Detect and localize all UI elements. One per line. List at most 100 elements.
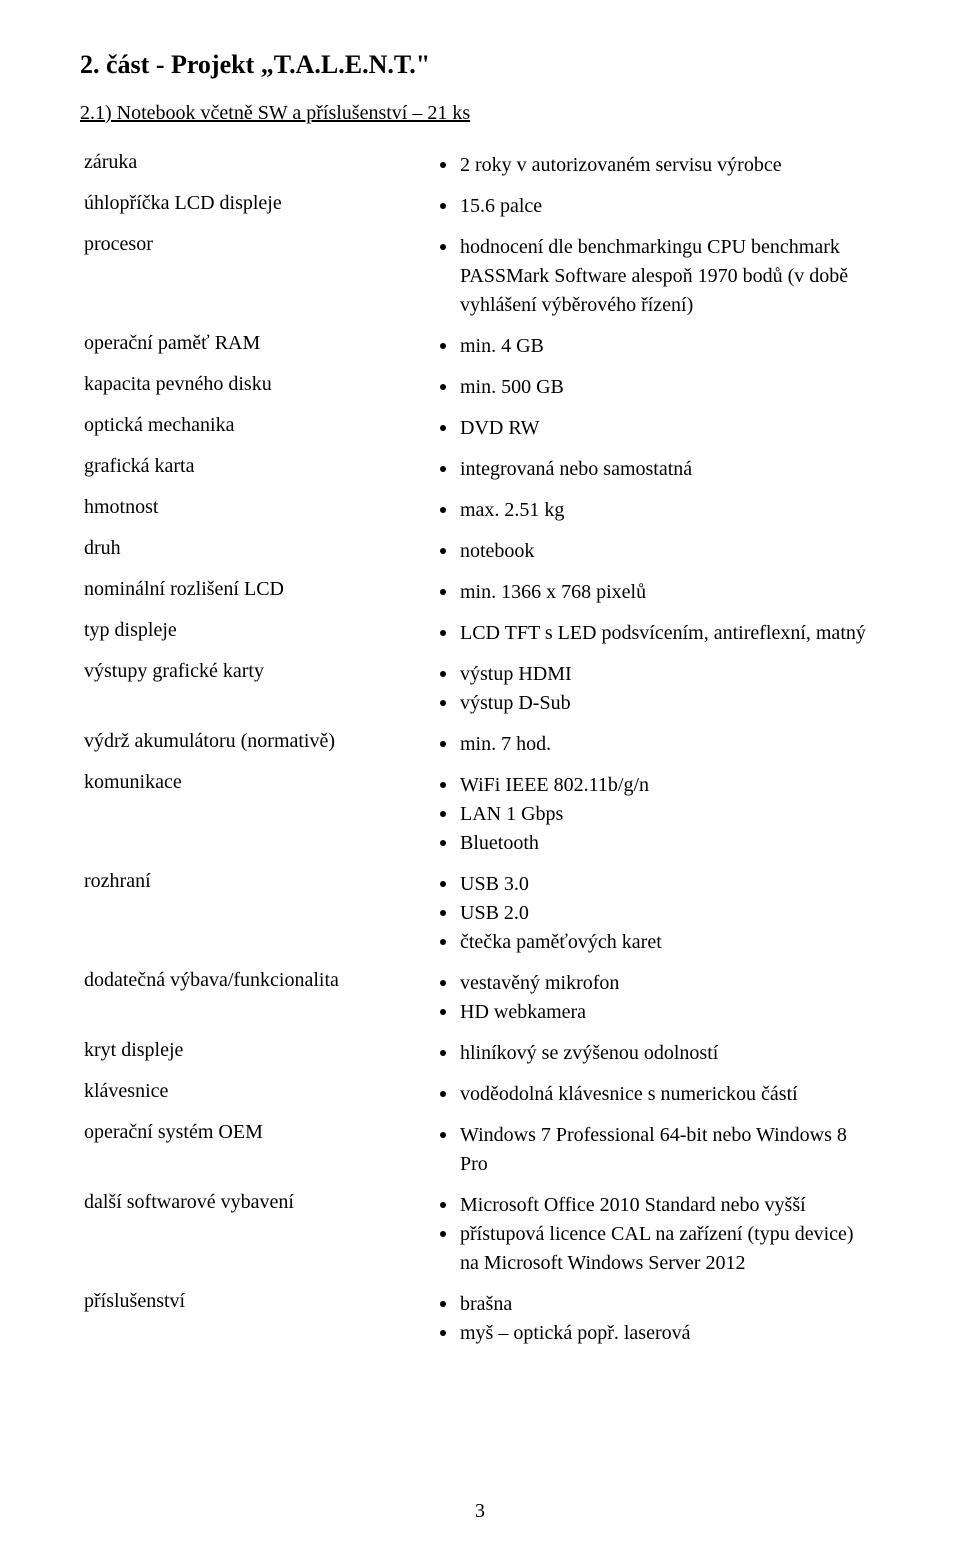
spec-value: LCD TFT s LED podsvícením, antireflexní,…: [432, 613, 880, 654]
subsection-heading: 2.1) Notebook včetně SW a příslušenství …: [80, 102, 880, 125]
value-list: brašnamyš – optická popř. laserová: [436, 1290, 876, 1348]
value-item: hliníkový se zvýšenou odolností: [436, 1039, 876, 1068]
value-item: integrovaná nebo samostatná: [436, 455, 876, 484]
value-item: přístupová licence CAL na zařízení (typu…: [436, 1220, 876, 1278]
spec-label: další softwarové vybavení: [80, 1185, 432, 1284]
value-list: min. 1366 x 768 pixelů: [436, 578, 876, 607]
value-list: min. 4 GB: [436, 332, 876, 361]
value-item: max. 2.51 kg: [436, 496, 876, 525]
value-item: min. 7 hod.: [436, 730, 876, 759]
page-number: 3: [0, 1500, 960, 1523]
value-item: HD webkamera: [436, 998, 876, 1027]
spec-label: optická mechanika: [80, 408, 432, 449]
value-list: 2 roky v autorizovaném servisu výrobce: [436, 151, 876, 180]
value-item: čtečka paměťových karet: [436, 928, 876, 957]
spec-label: operační paměť RAM: [80, 326, 432, 367]
spec-row: výstupy grafické kartyvýstup HDMIvýstup …: [80, 654, 880, 724]
value-item: hodnocení dle benchmarkingu CPU benchmar…: [436, 233, 876, 320]
spec-value: notebook: [432, 531, 880, 572]
value-item: myš – optická popř. laserová: [436, 1319, 876, 1348]
spec-row: výdrž akumulátoru (normativě)min. 7 hod.: [80, 724, 880, 765]
spec-row: procesorhodnocení dle benchmarkingu CPU …: [80, 227, 880, 326]
value-list: max. 2.51 kg: [436, 496, 876, 525]
value-list: 15.6 palce: [436, 192, 876, 221]
spec-row: hmotnostmax. 2.51 kg: [80, 490, 880, 531]
value-list: LCD TFT s LED podsvícením, antireflexní,…: [436, 619, 876, 648]
spec-row: operační paměť RAMmin. 4 GB: [80, 326, 880, 367]
spec-label: úhlopříčka LCD displeje: [80, 186, 432, 227]
spec-value: min. 1366 x 768 pixelů: [432, 572, 880, 613]
spec-label: výdrž akumulátoru (normativě): [80, 724, 432, 765]
spec-value: USB 3.0USB 2.0čtečka paměťových karet: [432, 864, 880, 963]
value-item: Microsoft Office 2010 Standard nebo vyšš…: [436, 1191, 876, 1220]
spec-row: rozhraníUSB 3.0USB 2.0čtečka paměťových …: [80, 864, 880, 963]
spec-row: druhnotebook: [80, 531, 880, 572]
value-item: vestavěný mikrofon: [436, 969, 876, 998]
spec-value: vestavěný mikrofonHD webkamera: [432, 963, 880, 1033]
value-list: Microsoft Office 2010 Standard nebo vyšš…: [436, 1191, 876, 1278]
value-item: 2 roky v autorizovaném servisu výrobce: [436, 151, 876, 180]
spec-row: úhlopříčka LCD displeje15.6 palce: [80, 186, 880, 227]
spec-label: komunikace: [80, 765, 432, 864]
spec-label: klávesnice: [80, 1074, 432, 1115]
spec-value: voděodolná klávesnice s numerickou částí: [432, 1074, 880, 1115]
spec-row: operační systém OEMWindows 7 Professiona…: [80, 1115, 880, 1185]
value-list: výstup HDMIvýstup D-Sub: [436, 660, 876, 718]
value-list: vestavěný mikrofonHD webkamera: [436, 969, 876, 1027]
value-item: Bluetooth: [436, 829, 876, 858]
value-item: min. 500 GB: [436, 373, 876, 402]
spec-row: komunikaceWiFi IEEE 802.11b/g/nLAN 1 Gbp…: [80, 765, 880, 864]
spec-label: procesor: [80, 227, 432, 326]
spec-label: příslušenství: [80, 1284, 432, 1354]
spec-row: optická mechanikaDVD RW: [80, 408, 880, 449]
spec-value: 15.6 palce: [432, 186, 880, 227]
value-item: výstup D-Sub: [436, 689, 876, 718]
value-list: min. 500 GB: [436, 373, 876, 402]
spec-row: záruka2 roky v autorizovaném servisu výr…: [80, 145, 880, 186]
spec-label: kapacita pevného disku: [80, 367, 432, 408]
spec-label: záruka: [80, 145, 432, 186]
spec-value: Microsoft Office 2010 Standard nebo vyšš…: [432, 1185, 880, 1284]
spec-value: integrovaná nebo samostatná: [432, 449, 880, 490]
value-item: voděodolná klávesnice s numerickou částí: [436, 1080, 876, 1109]
spec-row: příslušenstvíbrašnamyš – optická popř. l…: [80, 1284, 880, 1354]
spec-label: hmotnost: [80, 490, 432, 531]
spec-row: dodatečná výbava/funkcionalitavestavěný …: [80, 963, 880, 1033]
value-item: Windows 7 Professional 64-bit nebo Windo…: [436, 1121, 876, 1179]
spec-value: min. 4 GB: [432, 326, 880, 367]
value-item: LCD TFT s LED podsvícením, antireflexní,…: [436, 619, 876, 648]
spec-row: další softwarové vybaveníMicrosoft Offic…: [80, 1185, 880, 1284]
value-item: brašna: [436, 1290, 876, 1319]
value-list: USB 3.0USB 2.0čtečka paměťových karet: [436, 870, 876, 957]
spec-label: kryt displeje: [80, 1033, 432, 1074]
spec-value: Windows 7 Professional 64-bit nebo Windo…: [432, 1115, 880, 1185]
spec-value: WiFi IEEE 802.11b/g/nLAN 1 GbpsBluetooth: [432, 765, 880, 864]
value-list: hliníkový se zvýšenou odolností: [436, 1039, 876, 1068]
spec-value: min. 7 hod.: [432, 724, 880, 765]
value-list: integrovaná nebo samostatná: [436, 455, 876, 484]
spec-label: rozhraní: [80, 864, 432, 963]
value-item: DVD RW: [436, 414, 876, 443]
spec-value: min. 500 GB: [432, 367, 880, 408]
value-list: Windows 7 Professional 64-bit nebo Windo…: [436, 1121, 876, 1179]
spec-row: klávesnicevoděodolná klávesnice s numeri…: [80, 1074, 880, 1115]
value-item: WiFi IEEE 802.11b/g/n: [436, 771, 876, 800]
value-item: 15.6 palce: [436, 192, 876, 221]
spec-label: operační systém OEM: [80, 1115, 432, 1185]
document-page: 2. část - Projekt „T.A.L.E.N.T." 2.1) No…: [0, 0, 960, 1541]
spec-label: dodatečná výbava/funkcionalita: [80, 963, 432, 1033]
spec-row: grafická kartaintegrovaná nebo samostatn…: [80, 449, 880, 490]
spec-label: výstupy grafické karty: [80, 654, 432, 724]
spec-value: DVD RW: [432, 408, 880, 449]
spec-row: nominální rozlišení LCDmin. 1366 x 768 p…: [80, 572, 880, 613]
spec-label: typ displeje: [80, 613, 432, 654]
value-item: USB 3.0: [436, 870, 876, 899]
value-item: min. 4 GB: [436, 332, 876, 361]
spec-value: hliníkový se zvýšenou odolností: [432, 1033, 880, 1074]
spec-label: grafická karta: [80, 449, 432, 490]
section-heading: 2. část - Projekt „T.A.L.E.N.T.": [80, 50, 880, 80]
spec-table: záruka2 roky v autorizovaném servisu výr…: [80, 145, 880, 1354]
spec-row: kryt displejehliníkový se zvýšenou odoln…: [80, 1033, 880, 1074]
spec-value: 2 roky v autorizovaném servisu výrobce: [432, 145, 880, 186]
spec-row: typ displejeLCD TFT s LED podsvícením, a…: [80, 613, 880, 654]
